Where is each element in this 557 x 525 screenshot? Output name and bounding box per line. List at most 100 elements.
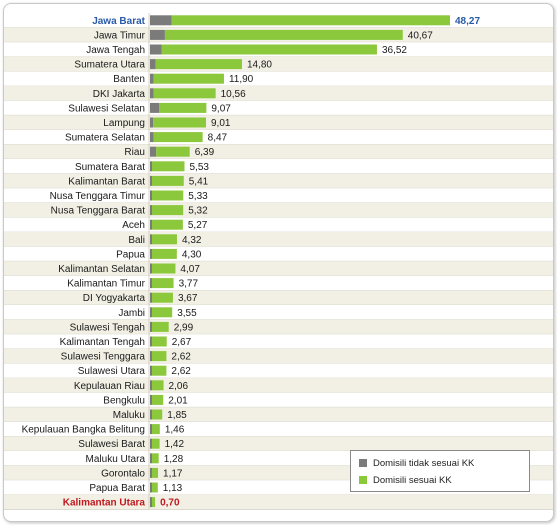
row-background (4, 173, 553, 189)
data-label: 9,07 (211, 103, 231, 114)
data-label: 1,17 (163, 468, 183, 479)
category-label: Aceh (122, 220, 145, 231)
bar-segment-not-matching (150, 453, 152, 464)
bar-segment-not-matching (150, 73, 154, 84)
category-label: Jawa Timur (94, 30, 146, 41)
category-label: DKI Jakarta (93, 89, 146, 100)
bar-segment-not-matching (150, 15, 172, 26)
bar-segment-matching (152, 351, 167, 362)
bar-segment-not-matching (150, 438, 152, 449)
bar-segment-not-matching (150, 380, 152, 391)
bar-segment-not-matching (150, 190, 152, 201)
data-label: 40,67 (408, 30, 433, 41)
row-background (4, 56, 553, 72)
legend-label-matching: Domisili sesuai KK (373, 474, 452, 486)
row-background (4, 188, 553, 203)
category-label: Kalimantan Barat (68, 176, 145, 187)
bar-segment-matching (152, 394, 164, 405)
bar-segment-not-matching (150, 146, 157, 157)
data-label: 14,80 (247, 60, 272, 71)
bar-segment-matching (152, 482, 158, 493)
bar-segment-not-matching (150, 365, 152, 376)
bar-segment-matching (152, 248, 177, 259)
bar-segment-matching (156, 146, 190, 157)
bar-segment-matching (152, 234, 177, 245)
bar-segment-matching (152, 175, 184, 186)
data-label: 2,01 (168, 395, 188, 406)
category-label: Bengkulu (103, 395, 145, 406)
category-label: Nusa Tenggara Barat (51, 206, 146, 217)
bar-segment-not-matching (150, 117, 154, 128)
bar-segment-not-matching (150, 497, 152, 508)
bar-segment-not-matching (150, 248, 152, 259)
bar-segment-not-matching (150, 59, 156, 70)
bar-segment-matching (152, 321, 169, 332)
category-label: Riau (124, 147, 145, 158)
row-background (4, 115, 553, 130)
row-background (4, 319, 553, 335)
bar-segment-not-matching (150, 292, 152, 303)
data-label: 1,42 (165, 439, 185, 450)
chart-legend: Domisili tidak sesuai KK Domisili sesuai… (350, 450, 530, 492)
row-background (4, 334, 553, 349)
bar-segment-not-matching (150, 132, 154, 143)
data-label: 3,67 (178, 293, 198, 304)
bar-segment-not-matching (150, 263, 152, 274)
category-label: Kepulauan Bangka Belitung (22, 425, 145, 436)
row-background (4, 436, 553, 451)
data-label: 5,41 (189, 176, 209, 187)
row-background (4, 275, 553, 291)
bar-segment-not-matching (150, 29, 165, 40)
bar-segment-matching (152, 219, 183, 230)
legend-item-matching: Domisili sesuai KK (359, 474, 452, 486)
bar-segment-matching (153, 73, 224, 84)
bar-segment-not-matching (150, 219, 152, 230)
category-label: Sulawesi Barat (78, 439, 145, 450)
category-label: DI Yogyakarta (83, 293, 146, 304)
bar-segment-matching (152, 307, 173, 318)
row-background (4, 392, 553, 408)
data-label: 1,28 (164, 454, 184, 465)
data-label: 1,13 (163, 483, 183, 494)
data-label: 36,52 (382, 45, 407, 56)
data-label: 2,62 (171, 352, 191, 363)
bar-segment-not-matching (150, 482, 152, 493)
data-label: 1,46 (165, 425, 185, 436)
bar-segment-not-matching (150, 205, 152, 216)
category-label: Jambi (118, 308, 145, 319)
data-label: 5,27 (188, 220, 208, 231)
bar-segment-matching (152, 278, 174, 289)
row-background (4, 159, 553, 174)
data-label: 10,56 (221, 89, 246, 100)
category-label: Papua Barat (89, 483, 145, 494)
bar-segment-matching (153, 132, 203, 143)
bar-segment-not-matching (150, 102, 160, 113)
data-label: 3,55 (177, 308, 197, 319)
bar-segment-matching (152, 409, 163, 420)
category-label: Kalimantan Selatan (58, 264, 145, 275)
row-background (4, 290, 553, 305)
legend-swatch-grey (359, 459, 367, 467)
data-label: 11,90 (229, 74, 254, 85)
category-label: Sulawesi Utara (78, 366, 146, 377)
data-label: 5,33 (188, 191, 208, 202)
category-label: Kepulauan Riau (74, 381, 145, 392)
bar-segment-not-matching (150, 161, 152, 172)
data-label: 0,70 (160, 498, 180, 509)
bar-segment-not-matching (150, 307, 152, 318)
bar-segment-not-matching (150, 394, 152, 405)
row-background (4, 378, 553, 393)
category-label: Sulawesi Tenggara (61, 352, 146, 363)
data-label: 2,06 (169, 381, 189, 392)
row-background (4, 129, 553, 145)
bar-segment-matching (155, 59, 242, 70)
data-label: 4,32 (182, 235, 202, 246)
bar-segment-matching (152, 467, 159, 478)
bar-segment-not-matching (150, 424, 152, 435)
bar-chart: Jawa Barat 48,27 Jawa Timur 40,67 Jawa Tenga… (4, 13, 553, 510)
bar-segment-not-matching (150, 351, 152, 362)
bar-segment-matching (164, 29, 403, 40)
bar-segment-matching (171, 15, 451, 26)
row-background (4, 421, 553, 437)
bar-segment-matching (152, 161, 185, 172)
